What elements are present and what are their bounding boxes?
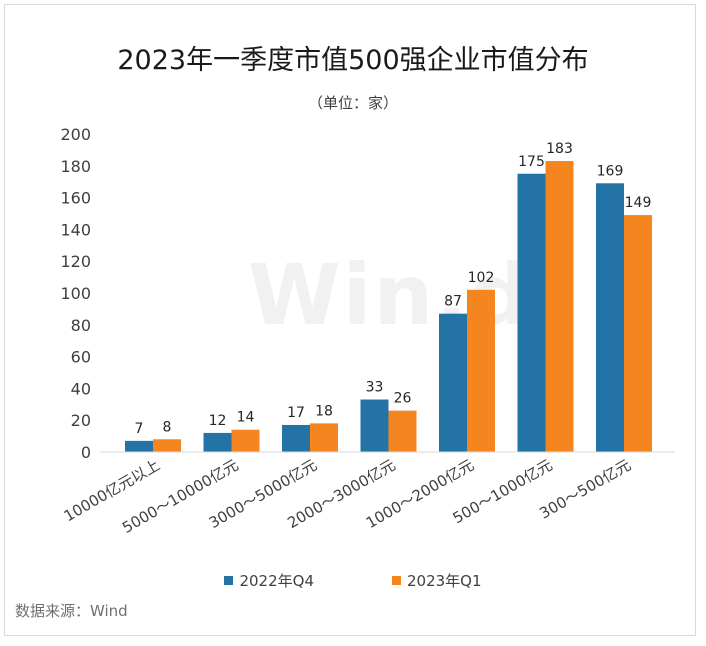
legend: 2022年Q4 2023年Q1 [0,570,706,591]
bar-series-1 [517,173,546,452]
legend-swatch-2023q1 [392,576,401,585]
legend-item-2022q4: 2022年Q4 [224,570,314,591]
data-label: 149 [625,195,652,211]
y-tick-label: 160 [60,189,91,208]
bar-series-2 [545,161,574,452]
legend-item-2023q1: 2023年Q1 [392,570,482,591]
chart-subtitle: （单位：家） [307,94,398,112]
y-tick-label: 40 [71,379,91,398]
data-label: 102 [468,270,495,286]
bar-series-1 [439,313,467,452]
y-tick-label: 180 [60,157,91,176]
bar-series-2 [310,423,338,452]
data-label: 17 [287,405,305,421]
data-label: 8 [163,419,172,435]
y-tick-label: 120 [60,252,91,271]
bar-series-2 [231,429,260,452]
legend-label-2023q1: 2023年Q1 [407,572,482,590]
data-label: 175 [518,154,545,170]
data-label: 87 [444,294,462,310]
data-label: 12 [209,413,227,429]
y-tick-label: 80 [71,316,91,335]
legend-label-2022q4: 2022年Q4 [239,572,314,590]
x-axis: 10000亿元以上5000～10000亿元3000～5000亿元2000～300… [61,456,634,537]
bar-series-2 [388,410,417,452]
chart-frame [4,4,696,636]
bar-series-1 [203,432,232,452]
bar-series-1 [596,183,624,453]
chart-title: 2023年一季度市值500强企业市值分布 [117,45,589,76]
data-label: 183 [546,141,573,157]
data-label: 14 [237,410,255,426]
bar-series-1 [360,399,389,452]
data-label: 18 [315,403,333,419]
y-tick-label: 100 [60,284,91,303]
data-label: 26 [394,391,412,407]
legend-swatch-2022q4 [224,576,234,585]
source-note: 数据来源：Wind [15,602,128,620]
data-label: 33 [366,380,384,396]
bar-series-1 [125,440,153,452]
y-tick-label: 20 [71,411,91,430]
data-label: 7 [135,421,144,437]
y-axis: 0 20 40 60 80 100 120 140 160 180 200 [60,125,91,462]
bar-series-2 [153,439,181,452]
y-tick-label: 60 [71,348,91,367]
y-tick-label: 140 [60,220,91,239]
data-label: 169 [597,163,624,179]
y-tick-label: 0 [81,443,91,462]
bar-series-1 [282,424,310,452]
bar-series-2 [624,215,652,452]
bar-series-2 [467,289,495,452]
y-tick-label: 200 [60,125,91,144]
